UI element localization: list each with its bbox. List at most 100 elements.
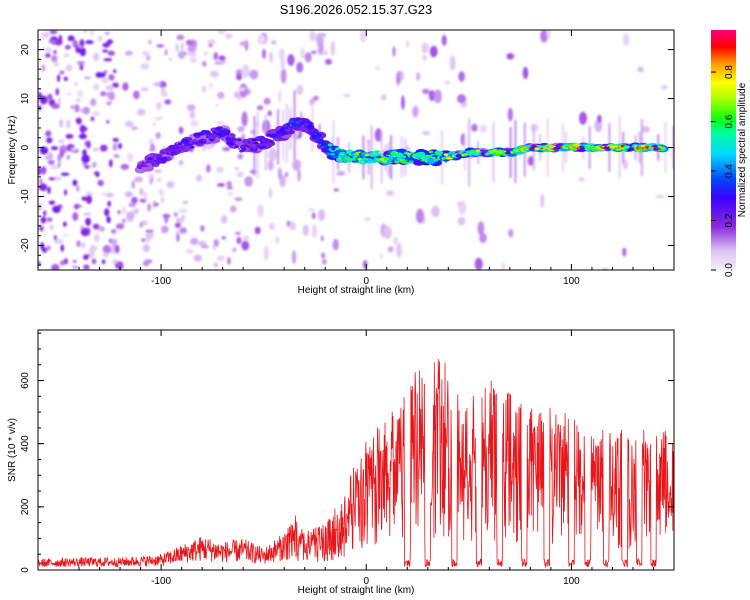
- noise-blob: [364, 217, 372, 221]
- noise-blob: [262, 48, 266, 59]
- noise-blob: [416, 72, 420, 81]
- ridge-mark: [412, 156, 415, 159]
- ridge-mark: [262, 141, 265, 143]
- noise-blob: [47, 186, 51, 195]
- noise-blob: [64, 189, 67, 196]
- noise-blob: [57, 74, 61, 83]
- ridge-mark: [459, 155, 462, 157]
- ridge-mark: [272, 142, 275, 144]
- spectrogram-x-tick-label: 100: [563, 276, 580, 287]
- ridge-mark: [450, 155, 456, 159]
- noise-blob: [217, 91, 225, 99]
- ridge-mark: [220, 135, 223, 137]
- ridge-mark: [449, 156, 452, 158]
- ridge-mark: [379, 157, 385, 161]
- noise-blob: [256, 105, 264, 111]
- noise-blob: [124, 120, 134, 127]
- noise-blob: [39, 183, 48, 192]
- spectrogram-y-tick-label: -20: [20, 238, 31, 253]
- ridge-mark: [479, 151, 482, 153]
- noise-blob: [72, 179, 78, 186]
- noise-blob: [602, 267, 608, 270]
- noise-blob: [39, 226, 44, 232]
- ridge-mark: [418, 155, 424, 159]
- noise-blob: [396, 71, 401, 86]
- noise-blob: [220, 215, 228, 224]
- noise-blob: [325, 58, 332, 65]
- noise-blob: [59, 119, 64, 128]
- noise-blob: [50, 146, 59, 151]
- noise-blob: [296, 84, 304, 95]
- noise-blob: [179, 208, 188, 213]
- noise-blob: [39, 146, 49, 155]
- ridge-mark: [580, 147, 583, 149]
- noise-blob: [92, 147, 99, 152]
- noise-blob: [168, 57, 173, 61]
- noise-blob: [61, 233, 69, 237]
- ridge-mark: [164, 156, 167, 159]
- noise-blob: [155, 132, 161, 139]
- ridge-mark: [310, 131, 316, 135]
- ridge-mark: [141, 161, 145, 163]
- ridge-mark: [427, 159, 436, 165]
- ridge-mark: [540, 147, 544, 150]
- noise-blob: [147, 173, 155, 178]
- noise-blob: [122, 218, 126, 224]
- noise-blob: [217, 30, 227, 35]
- noise-blob: [392, 46, 396, 57]
- ridge-mark: [194, 135, 200, 139]
- noise-blob: [105, 120, 110, 124]
- ridge-mark: [430, 156, 433, 158]
- ridge-mark: [306, 124, 315, 130]
- noise-blob: [110, 229, 117, 234]
- ridge-mark: [229, 143, 234, 146]
- noise-blob: [196, 174, 202, 182]
- noise-blob: [79, 47, 86, 57]
- ridge-mark: [528, 147, 531, 149]
- noise-blob: [102, 244, 112, 254]
- ridge-mark: [417, 158, 420, 160]
- ridge-mark: [614, 147, 617, 149]
- noise-blob: [92, 223, 100, 230]
- noise-blob: [162, 92, 168, 97]
- noise-blob: [578, 177, 585, 182]
- noise-blob: [38, 166, 42, 176]
- ridge-mark: [286, 122, 291, 126]
- ridge-mark: [414, 156, 419, 160]
- noise-blob: [458, 71, 465, 82]
- noise-blob: [522, 66, 529, 79]
- ridge-mark: [180, 146, 185, 150]
- ridge-mark: [452, 155, 455, 157]
- noise-blob: [343, 93, 351, 98]
- noise-blob: [189, 237, 199, 246]
- noise-blob: [114, 244, 120, 254]
- noise-blob: [433, 89, 442, 104]
- snr-x-label: Height of straight line (km): [298, 585, 415, 596]
- ridge-mark: [300, 122, 306, 125]
- noise-blob: [244, 176, 253, 187]
- noise-blob: [249, 69, 259, 80]
- noise-blob: [393, 237, 399, 245]
- noise-blob: [54, 238, 64, 244]
- ridge-mark: [441, 156, 446, 160]
- noise-blob: [221, 236, 227, 240]
- noise-blob: [84, 140, 89, 147]
- noise-blob: [83, 212, 92, 216]
- ridge-mark: [208, 139, 211, 141]
- noise-blob: [374, 128, 383, 142]
- noise-blob: [546, 30, 551, 40]
- noise-blob: [51, 263, 60, 270]
- noise-blob: [65, 134, 74, 139]
- ridge-mark: [341, 154, 344, 156]
- ridge-mark: [548, 147, 551, 149]
- ridge-mark: [266, 133, 271, 137]
- noise-blob: [80, 227, 89, 237]
- noise-blob: [176, 233, 180, 242]
- noise-blob: [92, 110, 100, 116]
- noise-blob: [95, 71, 103, 78]
- ridge-mark: [454, 153, 457, 156]
- noise-blob: [275, 236, 279, 245]
- ridge-mark: [432, 156, 435, 158]
- ridge-mark: [309, 131, 312, 133]
- ridge-mark: [358, 151, 361, 153]
